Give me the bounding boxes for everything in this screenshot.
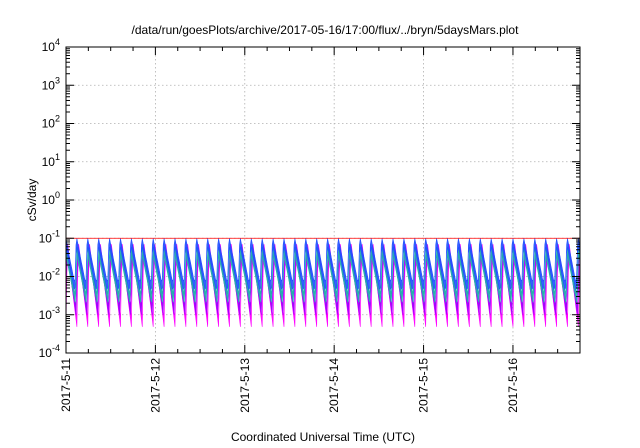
x-axis: 2017-5-11 2017-5-12 2017-5-13 2017-5-14 2017… (59, 47, 559, 413)
y-tick-label: 104 (42, 37, 60, 54)
y-tick-label: 10-3 (39, 305, 60, 322)
y-tick-label: 101 (42, 152, 60, 169)
x-tick-label: 2017-5-16 (506, 358, 520, 413)
x-tick-label: 2017-5-11 (59, 358, 73, 412)
y-tick-label: 103 (42, 75, 60, 92)
y-axis-label: cSv/day (25, 179, 39, 222)
y-tick-label: 10-4 (39, 343, 60, 360)
y-tick-label: 10-1 (39, 228, 60, 245)
y-tick-label: 102 (42, 114, 60, 131)
chart-title: /data/run/goesPlots/archive/2017-05-16/1… (132, 23, 520, 37)
gridlines (66, 47, 580, 353)
x-tick-label: 2017-5-13 (238, 358, 252, 413)
y-tick-label: 10-2 (39, 267, 60, 284)
x-tick-label: 2017-5-15 (417, 358, 431, 413)
series-group (65, 238, 580, 327)
series-band (65, 238, 580, 291)
y-tick-label: 100 (42, 190, 60, 207)
x-tick-label: 2017-5-14 (327, 358, 341, 413)
x-axis-label: Coordinated Universal Time (UTC) (231, 430, 415, 444)
x-tick-label: 2017-5-12 (148, 358, 162, 413)
